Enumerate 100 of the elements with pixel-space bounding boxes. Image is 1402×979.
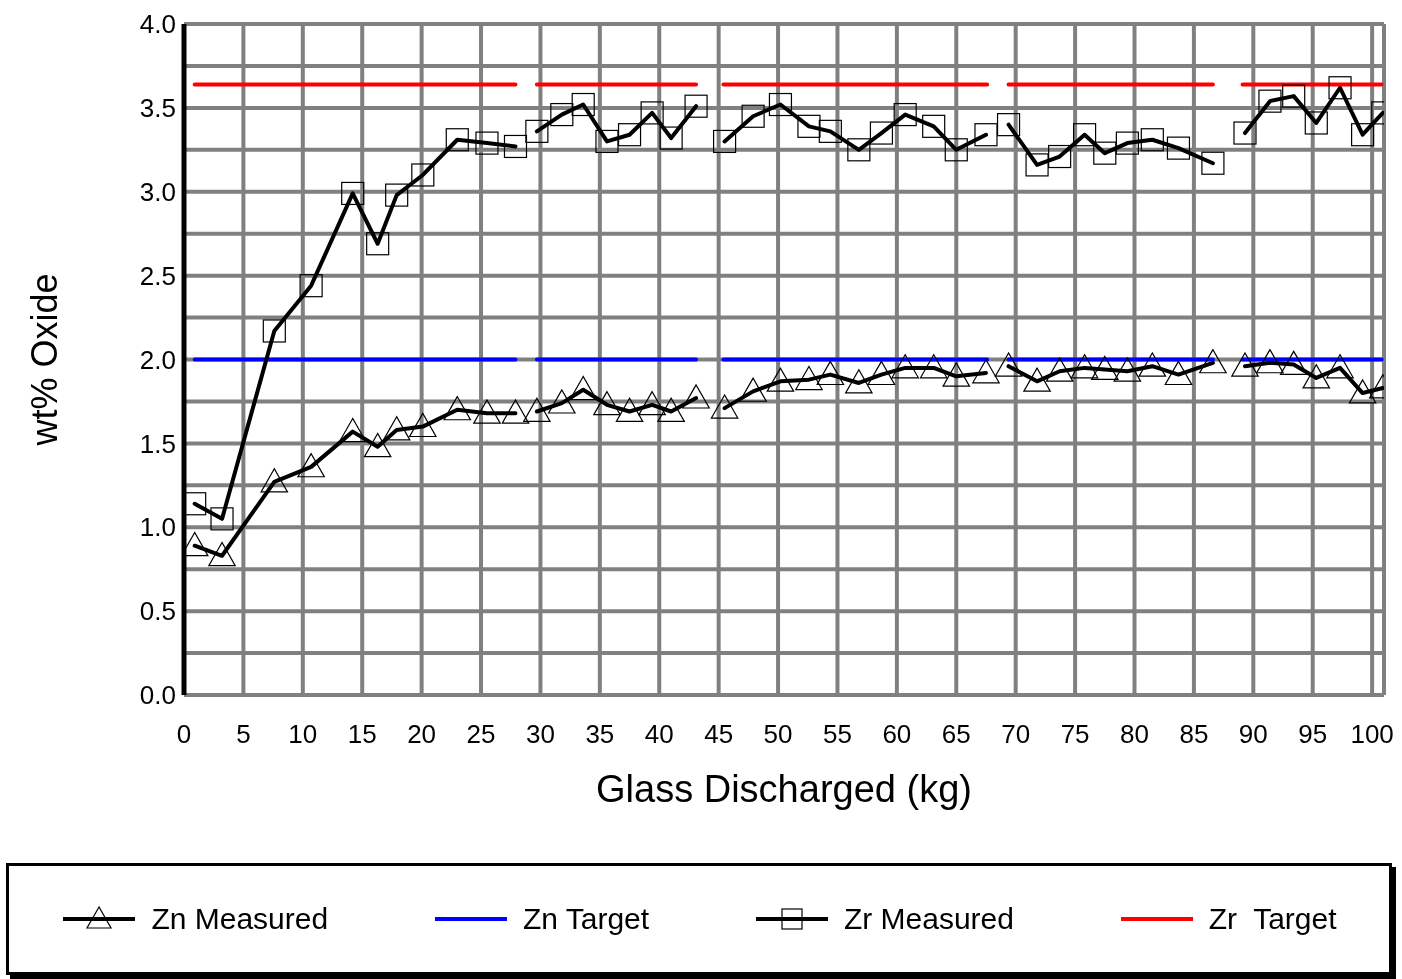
y-tick-label: 2.5 (139, 260, 176, 291)
y-tick-label: 1.0 (139, 512, 176, 543)
point (1326, 354, 1354, 379)
point (208, 541, 236, 567)
point (1304, 111, 1328, 135)
point (1351, 123, 1375, 147)
point (659, 126, 683, 150)
point (684, 94, 708, 118)
point (741, 104, 765, 128)
point (919, 354, 948, 379)
legend-label: Zn Measured (151, 902, 329, 936)
point (1233, 121, 1257, 145)
point (893, 102, 917, 127)
point (795, 365, 823, 391)
point (366, 232, 390, 256)
point (922, 114, 946, 138)
x-tick-label: 55 (823, 719, 852, 749)
point (816, 360, 845, 386)
point (1023, 367, 1051, 392)
point (1070, 354, 1099, 379)
point (1115, 131, 1139, 155)
x-tick-label: 80 (1120, 719, 1149, 749)
x-tick-label: 50 (763, 719, 793, 749)
point (550, 102, 574, 127)
point (1164, 360, 1193, 386)
point (1090, 355, 1119, 381)
point (445, 128, 469, 152)
y-tick-label: 2.0 (139, 344, 176, 375)
point (595, 129, 619, 154)
point (867, 360, 896, 386)
y-tick-label: 3.5 (139, 93, 176, 124)
x-tick-label: 40 (644, 719, 674, 749)
point (1140, 128, 1164, 152)
point (869, 121, 894, 145)
y-tick-label: 3.0 (139, 176, 176, 207)
point (260, 468, 289, 493)
point (1048, 144, 1072, 169)
point (1258, 89, 1282, 113)
point (640, 101, 664, 125)
x-axis-title: Glass Discharged (kg) (596, 768, 972, 810)
x-tick-label: 95 (1298, 719, 1328, 749)
y-tick-label: 0.5 (139, 596, 176, 627)
y-tick-label: 1.5 (139, 428, 176, 459)
point (262, 319, 286, 343)
x-tick-label: 5 (236, 719, 251, 749)
legend-label: Zr Target (1208, 902, 1337, 936)
x-tick-label: 20 (407, 719, 437, 749)
legend-label: Zn Target (522, 902, 650, 936)
point (299, 274, 323, 298)
point (739, 377, 767, 402)
point (1199, 349, 1227, 374)
point (1231, 352, 1259, 377)
y-tick-label: 0.0 (139, 680, 176, 711)
x-tick-label: 10 (288, 719, 318, 749)
x-tick-label: 25 (466, 719, 496, 749)
point (996, 113, 1021, 137)
x-tick-label: 100 (1350, 719, 1394, 749)
point (766, 367, 795, 392)
point (847, 138, 871, 162)
point (944, 138, 968, 162)
x-tick-label: 65 (941, 719, 971, 749)
point (1025, 153, 1049, 177)
point (341, 181, 365, 206)
point (1256, 349, 1284, 374)
x-tick-label: 30 (525, 719, 555, 749)
x-tick-label: 60 (882, 719, 912, 749)
y-tick-label: 4.0 (139, 9, 176, 40)
point (617, 123, 642, 147)
point (548, 389, 576, 414)
point (712, 129, 737, 154)
point (891, 354, 919, 379)
x-tick-label: 90 (1238, 719, 1268, 749)
x-tick-label: 15 (347, 719, 377, 749)
point (523, 397, 551, 422)
point (338, 417, 367, 443)
x-tick-label: 0 (176, 719, 192, 749)
x-tick-label: 75 (1060, 719, 1090, 749)
point (1093, 141, 1117, 165)
point (571, 92, 595, 117)
point (1045, 357, 1074, 382)
point (473, 399, 501, 424)
point (525, 119, 549, 143)
x-tick-label: 45 (704, 719, 734, 749)
point (710, 394, 739, 419)
x-tick-label: 35 (585, 719, 615, 749)
point (1328, 76, 1352, 100)
point (1348, 379, 1377, 404)
point (1302, 364, 1331, 389)
point (1282, 84, 1306, 108)
point (297, 453, 325, 478)
point (768, 92, 793, 117)
point (475, 131, 499, 155)
point (818, 119, 842, 143)
legend-label: Zr Measured (843, 902, 1014, 936)
point (1113, 357, 1142, 382)
point (382, 416, 411, 441)
point (385, 183, 409, 207)
point (411, 163, 435, 187)
point (1201, 151, 1225, 175)
point (363, 432, 392, 458)
